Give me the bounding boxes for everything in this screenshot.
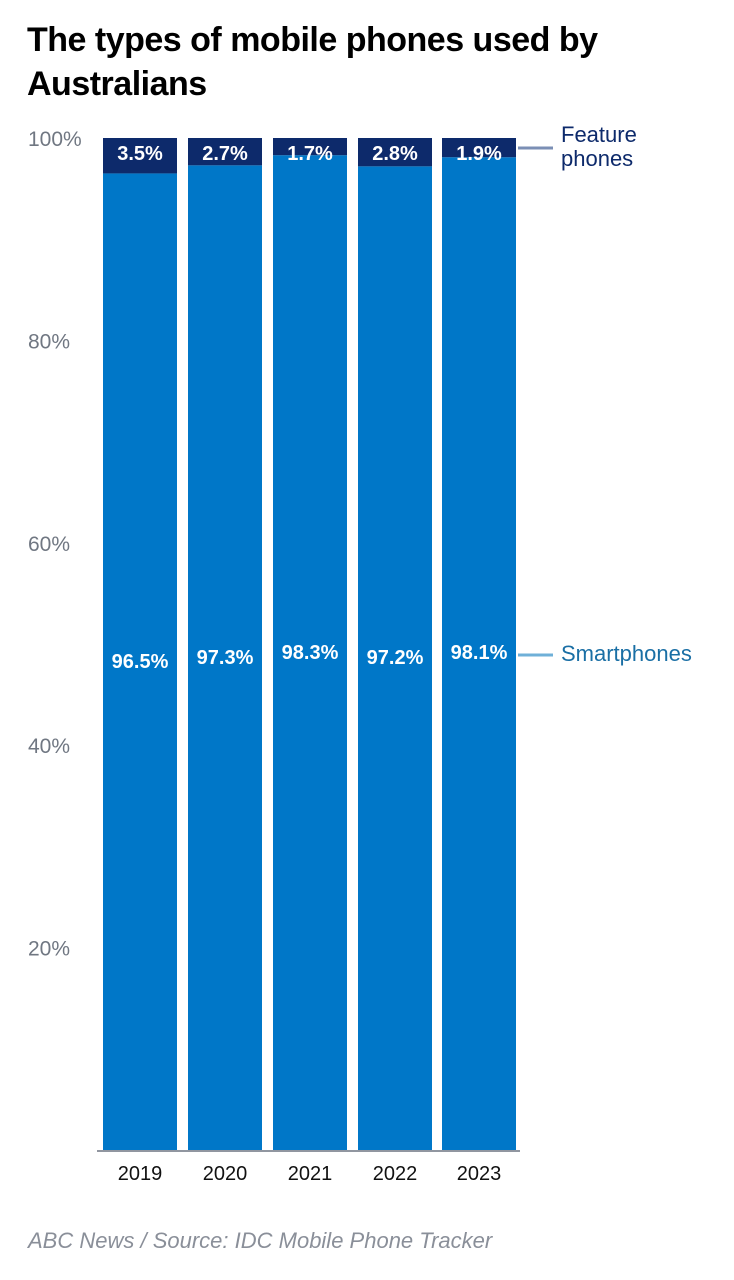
y-tick-label: 80%: [28, 330, 70, 353]
stacked-bar-chart: 20% 40% 60% 80% 100% 3.5% 96.5% 2019 2.7% 97.3% 20…: [28, 122, 692, 1185]
bar-smartphones-2020: [188, 165, 262, 1151]
legend-label-feature-phones: phones: [561, 146, 633, 171]
bar-feature-phones-2022: [358, 138, 432, 167]
x-tick-label: 2021: [288, 1163, 333, 1185]
data-label-smartphones-2023: 98.1%: [451, 642, 508, 664]
y-tick-label: 40%: [28, 735, 70, 758]
legend-label-smartphones: Smartphones: [561, 641, 692, 666]
data-label-feature-phones-2022: 2.8%: [372, 143, 418, 165]
bar-feature-phones-2023: [442, 138, 516, 158]
data-label-smartphones-2020: 97.3%: [197, 647, 254, 669]
bar-feature-phones-2019: [103, 138, 177, 174]
y-tick-label: 20%: [28, 938, 70, 961]
data-label-feature-phones-2021: 1.7%: [287, 143, 333, 165]
legend-label-feature-phones: Feature: [561, 122, 637, 147]
y-tick-label: 100%: [28, 128, 82, 151]
data-label-feature-phones-2020: 2.7%: [202, 143, 248, 165]
bar-smartphones-2021: [273, 155, 347, 1151]
bar-feature-phones-2020: [188, 138, 262, 166]
y-tick-label: 60%: [28, 533, 70, 556]
bar-smartphones-2019: [103, 173, 177, 1151]
bar-smartphones-2022: [358, 166, 432, 1150]
data-label-feature-phones-2023: 1.9%: [456, 143, 502, 165]
x-tick-label: 2023: [457, 1163, 502, 1185]
source-credit: ABC News / Source: IDC Mobile Phone Trac…: [28, 1228, 493, 1253]
chart-title: The types of mobile phones used by Austr…: [27, 21, 598, 103]
data-label-smartphones-2021: 98.3%: [282, 642, 339, 664]
data-label-feature-phones-2019: 3.5%: [117, 143, 163, 165]
bar-smartphones-2023: [442, 157, 516, 1150]
x-tick-label: 2020: [203, 1163, 248, 1185]
data-label-smartphones-2019: 96.5%: [112, 651, 169, 673]
x-tick-label: 2022: [373, 1163, 418, 1185]
data-label-smartphones-2022: 97.2%: [367, 647, 424, 669]
bar-feature-phones-2021: [273, 138, 347, 156]
x-tick-label: 2019: [118, 1163, 163, 1185]
